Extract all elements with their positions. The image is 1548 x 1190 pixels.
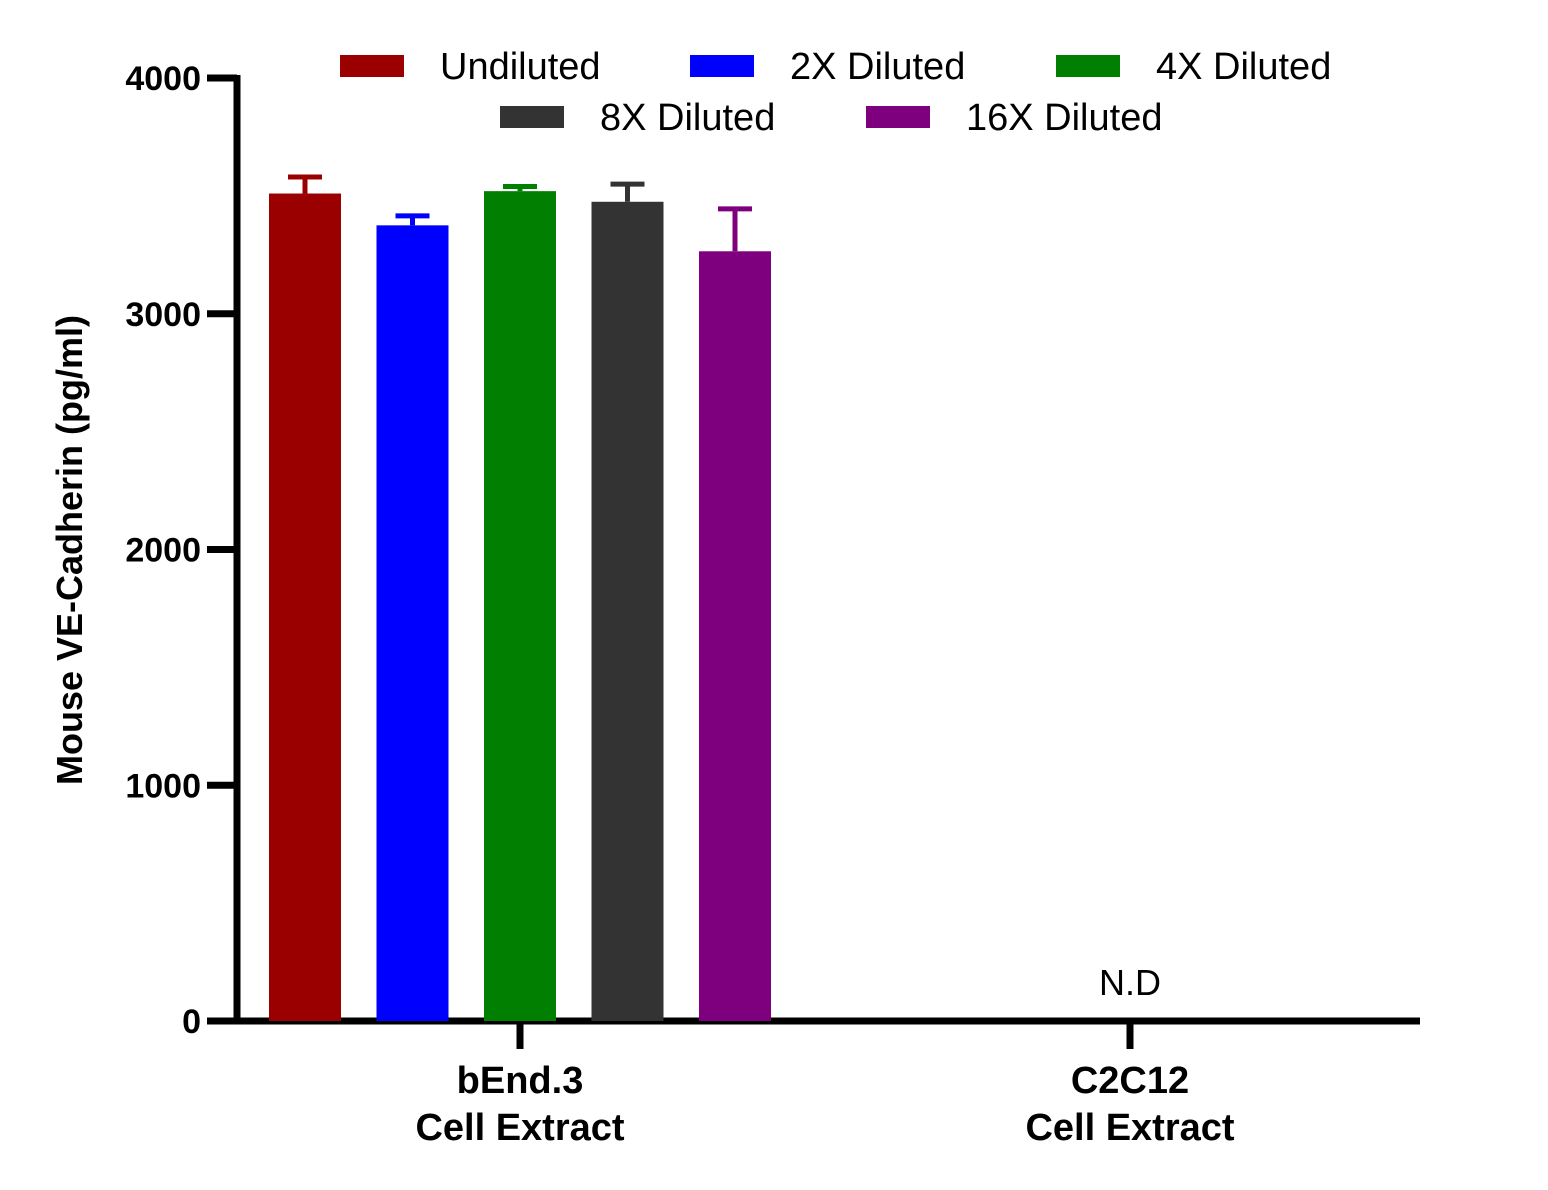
y-tick-label: 0 (182, 1003, 201, 1041)
bar (269, 193, 341, 1021)
legend-label: 8X Diluted (600, 97, 775, 139)
legend-label: 16X Diluted (966, 97, 1162, 139)
bars: N.D (269, 174, 1161, 1022)
x-tick-label: Cell Extract (415, 1107, 624, 1149)
x-tick-label: bEnd.3 (457, 1060, 584, 1102)
legend: Undiluted 2X Diluted 4X Diluted 8X Diluted 1… (340, 46, 1331, 139)
legend-swatch (690, 55, 754, 77)
bar (376, 225, 449, 1021)
legend-swatch (866, 106, 930, 128)
y-tick-label: 1000 (125, 767, 201, 805)
legend-swatch (340, 55, 404, 77)
bar (591, 201, 664, 1022)
axes: 0 1000 2000 3000 4000 bEnd.3 Cell Extract C2C12… (125, 60, 1420, 1149)
x-tick-label: Cell Extract (1025, 1107, 1234, 1149)
legend-label: Undiluted (440, 46, 601, 88)
bar (699, 251, 771, 1021)
bar (484, 191, 556, 1021)
y-tick-label: 2000 (125, 532, 201, 570)
annotation-label: N.D (1099, 962, 1161, 1003)
legend-label: 2X Diluted (790, 46, 965, 88)
x-tick-label: C2C12 (1071, 1060, 1189, 1102)
y-axis-title: Mouse VE-Cadherin (pg/ml) (49, 315, 90, 785)
y-tick-label: 4000 (125, 60, 201, 98)
legend-label: 4X Diluted (1156, 46, 1331, 88)
legend-swatch (1056, 55, 1120, 77)
legend-swatch (500, 106, 564, 128)
y-tick-label: 3000 (125, 296, 201, 334)
